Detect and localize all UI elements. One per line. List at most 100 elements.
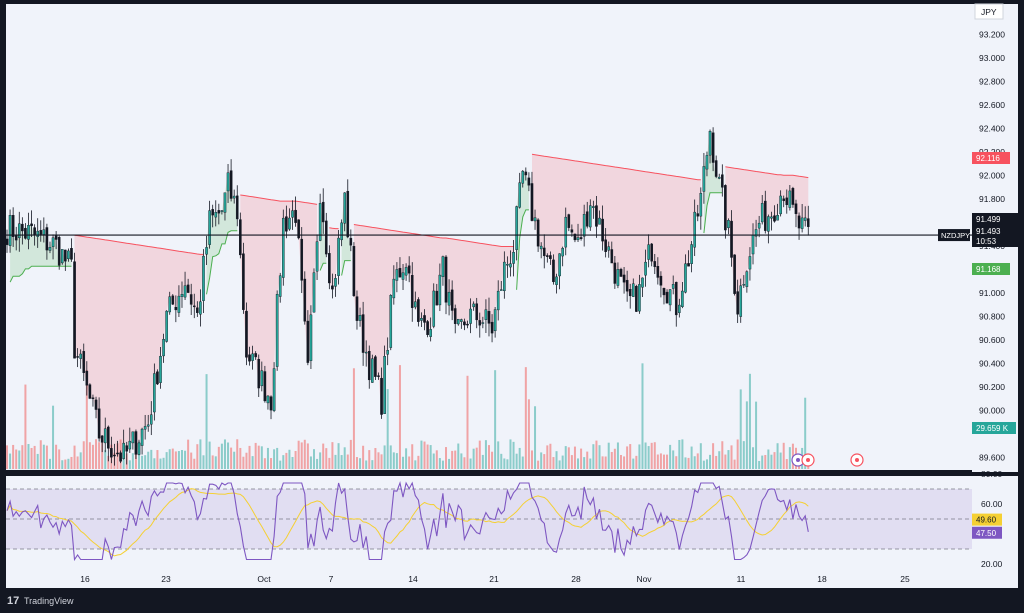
price-tick-label: 92.000 [979, 171, 1005, 181]
lower-level-badge-box[interactable] [972, 263, 1010, 275]
candle-body [751, 235, 755, 255]
candle-body [97, 408, 101, 439]
upper-level-badge-box[interactable] [972, 152, 1010, 164]
volume-bar [233, 451, 236, 469]
volume-bar [101, 439, 104, 469]
candle-body [82, 351, 86, 373]
candle-body [773, 215, 776, 222]
volume-bar [445, 447, 448, 469]
volume-bar [586, 451, 589, 469]
candle-body [469, 308, 472, 324]
volume-bar [534, 406, 537, 469]
volume-bar [270, 458, 273, 469]
candle-body [733, 254, 736, 294]
candle-body [288, 217, 291, 230]
candle-body [248, 354, 251, 362]
volume-bar [779, 452, 782, 469]
candle-body [475, 303, 479, 321]
price-axis[interactable] [972, 4, 1018, 570]
volume-bar [165, 452, 168, 469]
rsi-tick-label: 20.00 [981, 559, 1003, 569]
candle-body [223, 192, 227, 213]
candle-body [450, 289, 454, 311]
rsi-pane[interactable] [6, 476, 972, 570]
candle-body [444, 256, 448, 303]
event-marker-dot [806, 458, 810, 462]
last-high-badge-box[interactable] [972, 213, 1018, 225]
candle-body [782, 198, 786, 201]
candle-body [192, 305, 196, 308]
volume-bar [564, 446, 567, 469]
candle-body [573, 233, 577, 241]
candle-body [76, 356, 79, 358]
candle-body [134, 431, 138, 455]
candle-body [377, 375, 380, 377]
candle-body [107, 426, 110, 449]
candle-body [70, 248, 73, 260]
candle-body [438, 274, 442, 306]
candle-body [426, 321, 429, 336]
symbol-badge[interactable] [938, 229, 970, 242]
volume-bar [239, 447, 242, 469]
candle-body [684, 263, 687, 293]
volume-bar [67, 458, 70, 469]
volume-bar [377, 452, 380, 469]
volume-bar [647, 446, 650, 469]
candle-body [318, 203, 322, 241]
volume-bar [260, 446, 263, 469]
rsi-value-badge-box[interactable] [972, 526, 1002, 539]
volume-bar [518, 447, 521, 469]
volume-bar [9, 453, 12, 469]
volume-bar [761, 455, 764, 469]
volume-bar [727, 450, 730, 469]
candle-body [374, 356, 377, 377]
volume-bar [580, 448, 583, 469]
volume-bar [242, 456, 245, 469]
volume-bar [423, 441, 426, 469]
candle-body [589, 205, 592, 228]
volume-bar [506, 459, 509, 469]
candle-body [60, 249, 64, 264]
volume-bar [389, 445, 392, 469]
rsi-ma-badge-box[interactable] [972, 513, 1002, 526]
price-pane[interactable] [6, 4, 972, 470]
candle-body [324, 220, 328, 255]
volume-bar [177, 451, 180, 469]
volume-bar [104, 450, 107, 469]
candle-body [739, 285, 743, 317]
candle-body [806, 218, 810, 227]
volume-badge-box[interactable] [972, 422, 1016, 434]
volume-bar [782, 442, 785, 469]
candle-body [659, 275, 663, 286]
volume-bar [36, 453, 39, 469]
candle-body [57, 237, 61, 266]
candle-body [367, 351, 371, 381]
time-axis[interactable] [6, 570, 1018, 588]
currency-box[interactable] [974, 3, 1004, 20]
candle-body [803, 217, 807, 221]
candle-body [5, 238, 9, 246]
candle-body [73, 261, 76, 359]
volume-bar [702, 460, 705, 469]
volume-bar [441, 460, 444, 469]
volume-bar [435, 450, 438, 469]
volume-bar [770, 454, 773, 469]
volume-bar [567, 447, 570, 469]
candle-body [705, 155, 709, 170]
volume-bar [635, 455, 638, 469]
time-tick-label: 16 [80, 574, 90, 584]
volume-bar [85, 370, 88, 469]
volume-bar [709, 454, 712, 469]
candle-body [48, 247, 52, 251]
volume-bar [42, 444, 45, 469]
volume-bar [340, 455, 343, 469]
candle-body [232, 195, 236, 199]
volume-bar [672, 450, 675, 469]
candle-body [171, 295, 175, 305]
candle-body [33, 227, 36, 235]
volume-bar [696, 453, 699, 469]
volume-bar [91, 444, 94, 469]
last-price-badge-box[interactable] [972, 225, 1018, 247]
rsi-ma-line [6, 488, 809, 557]
